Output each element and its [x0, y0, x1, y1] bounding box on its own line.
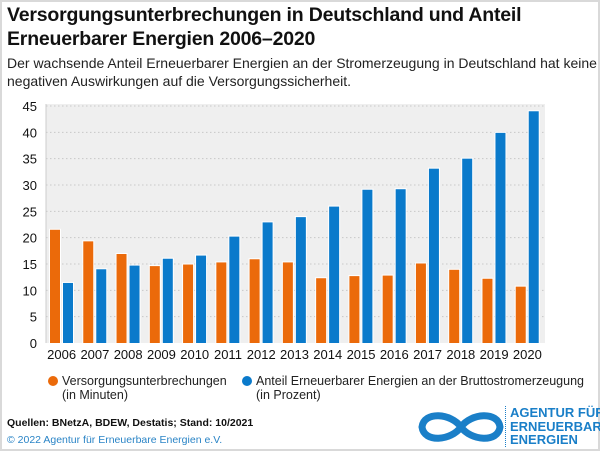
x-tick-label: 2020: [513, 347, 542, 362]
x-tick-label: 2009: [147, 347, 176, 362]
legend-dot-orange: [48, 376, 58, 386]
bar-renewables: [395, 189, 406, 343]
bar-outages: [282, 262, 293, 343]
bar-renewables: [129, 265, 140, 343]
bar-outages: [449, 269, 460, 343]
y-tick-label: 35: [23, 152, 37, 167]
chart-title: Versorgungsunterbrechungen in Deutschlan…: [7, 4, 522, 50]
y-tick-label: 15: [23, 257, 37, 272]
y-tick-label: 45: [23, 99, 37, 114]
x-tick-label: 2012: [247, 347, 276, 362]
bar-renewables: [162, 258, 173, 343]
x-tick-label: 2010: [180, 347, 209, 362]
y-tick-label: 40: [23, 125, 37, 140]
bar-renewables: [96, 269, 107, 343]
legend-label: Anteil Erneuerbarer Energien an der Brut…: [256, 374, 584, 388]
bar-outages: [482, 278, 493, 343]
y-tick-label: 25: [23, 204, 37, 219]
y-tick-label: 20: [23, 231, 37, 246]
logo-line: AGENTUR FÜR: [510, 405, 600, 420]
bar-renewables: [295, 217, 306, 343]
bar-outages: [149, 266, 160, 343]
x-tick-label: 2015: [347, 347, 376, 362]
x-tick-label: 2017: [413, 347, 442, 362]
legend-item-outages: Versorgungsunterbrechungen (in Minuten): [48, 374, 227, 402]
y-tick-label: 10: [23, 283, 37, 298]
bar-outages: [515, 286, 526, 343]
bar-renewables: [362, 189, 373, 343]
copyright: © 2022 Agentur für Erneuerbare Energien …: [7, 434, 223, 446]
x-tick-label: 2006: [47, 347, 76, 362]
x-tick-label: 2014: [313, 347, 342, 362]
bar-outages: [183, 264, 194, 343]
bar-renewables: [528, 111, 539, 344]
infinity-logo-icon: [418, 412, 504, 442]
legend-label-unit: (in Minuten): [62, 388, 128, 402]
bar-renewables: [196, 255, 207, 343]
bar-outages: [316, 278, 327, 343]
y-tick-label: 0: [30, 336, 37, 351]
x-tick-label: 2011: [214, 347, 242, 362]
legend-label-unit: (in Prozent): [256, 388, 321, 402]
x-tick-label: 2016: [380, 347, 409, 362]
x-tick-label: 2013: [280, 347, 309, 362]
logo-line: ENERGIEN: [510, 432, 578, 447]
legend-label: Versorgungsunterbrechungen: [62, 374, 227, 388]
y-tick-label: 30: [23, 178, 37, 193]
bar-renewables: [63, 282, 73, 343]
y-tick-label: 5: [30, 310, 37, 325]
bar-outages: [249, 259, 260, 343]
bar-renewables: [262, 222, 273, 343]
bar-renewables: [229, 236, 240, 343]
legend-dot-blue: [242, 376, 252, 386]
bar-renewables: [495, 132, 506, 343]
bar-outages: [216, 262, 227, 343]
bar-outages: [50, 229, 60, 343]
bar-outages: [415, 263, 426, 343]
bar-outages: [116, 253, 127, 343]
x-tick-label: 2019: [480, 347, 509, 362]
legend-item-renewables: Anteil Erneuerbarer Energien an der Brut…: [242, 374, 584, 402]
bar-outages: [382, 275, 393, 343]
bar-outages: [349, 276, 360, 343]
x-tick-label: 2008: [114, 347, 143, 362]
bar-outages: [83, 241, 94, 343]
x-tick-label: 2018: [446, 347, 475, 362]
x-tick-label: 2007: [80, 347, 109, 362]
bar-chart: 0 5 10 15 20 25 30 35 40 45 2006 2007 2008 2009 2010 20…: [23, 99, 545, 362]
bar-renewables: [428, 168, 439, 343]
sources: Quellen: BNetzA, BDEW, Destatis; Stand: …: [7, 417, 254, 429]
bar-renewables: [329, 206, 340, 343]
bar-renewables: [462, 158, 473, 343]
chart-subtitle: Der wachsende Anteil Erneuerbarer Energi…: [7, 55, 597, 89]
